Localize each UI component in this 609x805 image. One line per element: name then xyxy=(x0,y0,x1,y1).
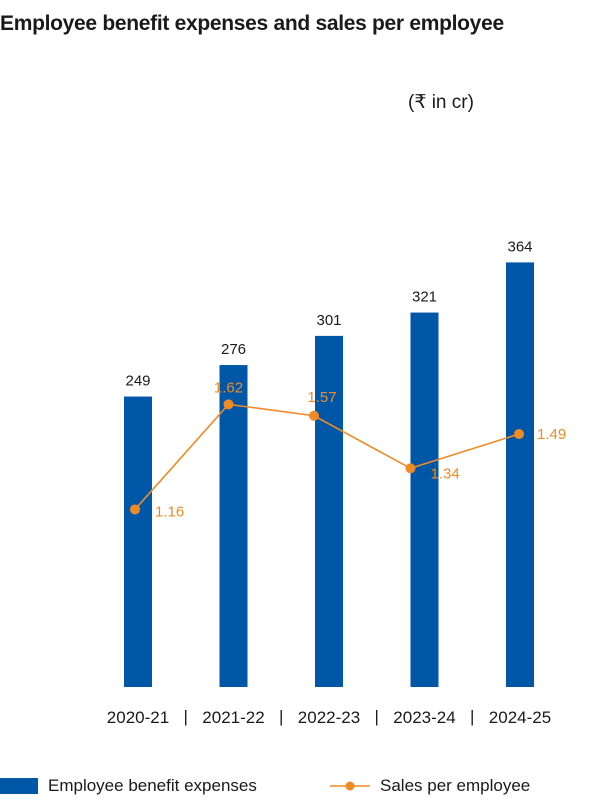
line-value-label: 1.62 xyxy=(214,379,243,396)
category-separator: | xyxy=(375,707,379,726)
legend-bar-swatch xyxy=(0,778,38,794)
line-point xyxy=(405,463,416,474)
legend-line-marker xyxy=(330,781,370,791)
line-point xyxy=(223,399,234,410)
category-separator: | xyxy=(279,707,283,726)
bar-value-label: 301 xyxy=(316,312,341,329)
bar-value-label: 276 xyxy=(221,341,246,358)
category-separator: | xyxy=(470,707,474,726)
bar xyxy=(219,365,248,687)
line-point xyxy=(130,504,140,515)
chart-title: Employee benefit expenses and sales per … xyxy=(0,12,504,35)
line-value-label: 1.49 xyxy=(537,426,566,443)
bar-value-label: 321 xyxy=(412,289,437,306)
chart-canvas: 249 276 301 321 364 1.16 1.62 1.57 1.34 1.49 2020-… xyxy=(107,238,566,727)
legend-bar-label: Employee benefit expenses xyxy=(48,776,257,795)
category-label: 2024-25 xyxy=(489,708,551,727)
legend-item-line: Sales per employee xyxy=(330,776,530,796)
legend-line-label: Sales per employee xyxy=(380,776,531,795)
line-value-label: 1.57 xyxy=(307,389,336,406)
category-label: 2021-22 xyxy=(202,708,264,727)
bar-value-label: 364 xyxy=(507,238,532,255)
unit-label: (₹ in cr) xyxy=(408,92,474,113)
line-value-label: 1.16 xyxy=(155,503,184,520)
category-label: 2020-21 xyxy=(107,708,169,727)
category-label: 2023-24 xyxy=(393,708,455,727)
legend-item-bar: Employee benefit expenses xyxy=(0,776,257,796)
bar xyxy=(410,312,439,687)
category-separator: | xyxy=(184,707,188,726)
line-point xyxy=(309,410,319,421)
category-label: 2022-23 xyxy=(298,708,360,727)
line-point xyxy=(514,429,524,440)
bar xyxy=(506,262,534,687)
bar xyxy=(124,396,152,687)
bar xyxy=(315,335,343,687)
bar-value-label: 249 xyxy=(125,373,150,390)
line-value-label: 1.34 xyxy=(431,465,460,482)
